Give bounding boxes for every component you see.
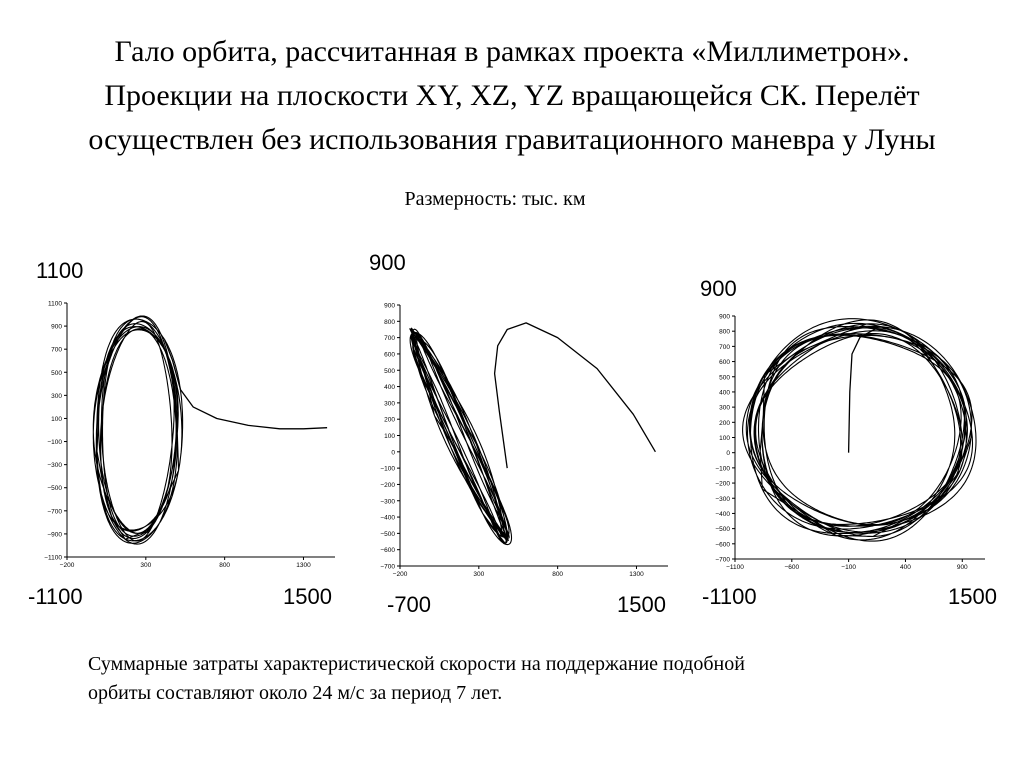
y-tick-label: 300	[719, 405, 730, 412]
x-tick-label: 400	[900, 564, 911, 571]
y-tick-label: 900	[719, 314, 730, 321]
halo-orbit-trajectory	[742, 318, 977, 542]
y-tick-label: −1100	[44, 555, 62, 562]
big-label-top: 900	[700, 276, 737, 301]
y-tick-label: −400	[715, 511, 730, 518]
y-tick-label: −100	[715, 465, 730, 472]
big-label-bottom-left: -1100	[702, 584, 757, 609]
title-line: осуществлен без использования гравитацио…	[88, 123, 936, 156]
y-tick-label: −700	[380, 564, 395, 571]
y-tick-label: 300	[51, 393, 62, 400]
big-label-bottom-left: -700	[387, 592, 432, 617]
y-tick-label: −100	[47, 439, 62, 446]
y-tick-label: 100	[719, 435, 730, 442]
footer-line: Суммарные затраты характеристической ско…	[88, 653, 745, 675]
x-tick-label: 800	[219, 562, 230, 569]
y-tick-label: −400	[380, 515, 395, 522]
big-label-bottom-right: 1500	[283, 584, 332, 609]
y-tick-label: 300	[384, 400, 395, 407]
y-tick-label: −200	[380, 482, 395, 489]
footer-line: орбиты составляют около 24 м/с за период…	[88, 682, 503, 704]
y-tick-label: 200	[384, 417, 395, 424]
footer-note: Суммарные затраты характеристической ско…	[88, 650, 968, 708]
y-tick-label: 700	[51, 347, 62, 354]
y-tick-label: −900	[47, 531, 62, 538]
y-tick-label: 100	[384, 433, 395, 440]
x-tick-label: −100	[841, 564, 856, 571]
x-tick-label: 800	[552, 571, 563, 578]
halo-orbit-trajectory	[409, 327, 513, 546]
y-tick-label: 200	[719, 420, 730, 427]
y-tick-label: 600	[719, 359, 730, 366]
x-tick-label: −600	[784, 564, 799, 571]
transfer-trajectory	[847, 327, 878, 453]
y-tick-label: −500	[715, 526, 730, 533]
y-tick-label: 500	[51, 370, 62, 377]
y-tick-label: 500	[719, 374, 730, 381]
x-tick-label: 300	[140, 562, 151, 569]
y-tick-label: 900	[384, 303, 395, 310]
y-tick-label: 1100	[48, 301, 62, 308]
x-tick-label: −1100	[726, 564, 744, 571]
y-tick-label: 800	[719, 329, 730, 336]
y-tick-label: 100	[51, 416, 62, 423]
x-tick-label: 1300	[629, 571, 644, 578]
y-tick-label: −500	[47, 485, 62, 492]
y-tick-label: 500	[384, 368, 395, 375]
big-label-bottom-left: -1100	[28, 584, 83, 609]
big-label-top: 900	[369, 250, 406, 275]
y-tick-label: 400	[384, 384, 395, 391]
y-tick-label: 800	[384, 319, 395, 326]
y-tick-label: −700	[715, 557, 730, 564]
x-tick-label: 900	[957, 564, 968, 571]
x-tick-label: −200	[60, 562, 75, 569]
y-tick-label: 600	[384, 351, 395, 358]
units-label: Размерность: тыс. км	[404, 188, 586, 210]
y-tick-label: −700	[47, 508, 62, 515]
transfer-trajectory	[493, 322, 656, 469]
halo-orbit-trajectory	[92, 315, 184, 545]
big-label-bottom-right: 1500	[617, 592, 666, 617]
y-tick-label: −600	[715, 541, 730, 548]
title-line: Гало орбита, рассчитанная в рамках проек…	[114, 35, 910, 68]
y-tick-label: −500	[380, 531, 395, 538]
y-tick-label: −200	[715, 481, 730, 488]
y-tick-label: 900	[51, 324, 62, 331]
y-tick-label: −600	[380, 547, 395, 554]
y-tick-label: −300	[715, 496, 730, 503]
x-tick-label: −200	[393, 571, 408, 578]
y-tick-label: 700	[719, 344, 730, 351]
big-label-top: 1100	[36, 258, 84, 283]
transfer-trajectory	[164, 339, 328, 430]
y-tick-label: 700	[384, 335, 395, 342]
title-line: Проекции на плоскости XY, XZ, YZ вращающ…	[104, 79, 920, 112]
y-tick-label: −100	[380, 466, 395, 473]
y-tick-label: 0	[391, 449, 395, 456]
y-tick-label: 400	[719, 389, 730, 396]
slide-title: Гало орбита, рассчитанная в рамках проек…	[0, 30, 1024, 162]
big-label-bottom-right: 1500	[948, 584, 997, 609]
x-tick-label: 300	[473, 571, 484, 578]
y-tick-label: 0	[726, 450, 730, 457]
y-tick-label: −300	[47, 462, 62, 469]
x-tick-label: 1300	[296, 562, 311, 569]
y-tick-label: −300	[380, 498, 395, 505]
